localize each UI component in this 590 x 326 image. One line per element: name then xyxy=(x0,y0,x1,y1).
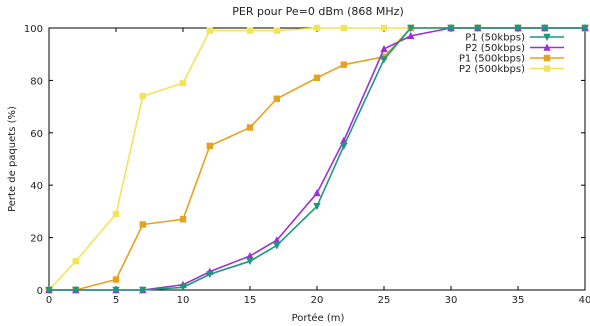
data-point xyxy=(581,24,589,32)
data-point xyxy=(179,284,187,292)
data-point xyxy=(273,242,281,250)
data-point xyxy=(206,271,214,279)
legend-item: P2 (50kbps) xyxy=(465,43,564,54)
chart-title: PER pour Pe=0 dBm (868 MHz) xyxy=(232,5,404,18)
data-point xyxy=(206,142,213,150)
x-axis-title: Portée (m) xyxy=(292,312,345,324)
y-tick-label: 0 xyxy=(37,286,43,297)
data-point xyxy=(474,24,482,32)
data-point xyxy=(313,202,321,211)
data-point xyxy=(541,24,549,32)
x-tick-label: 15 xyxy=(244,295,257,306)
data-point xyxy=(447,24,455,32)
data-point xyxy=(407,24,415,32)
data-point xyxy=(112,286,120,294)
data-point xyxy=(179,79,187,87)
data-point xyxy=(72,286,80,294)
data-point xyxy=(380,24,388,32)
y-tick-label: 40 xyxy=(30,181,43,192)
data-point xyxy=(246,27,254,34)
data-point xyxy=(112,276,120,283)
data-point xyxy=(246,251,254,260)
x-tick-label: 30 xyxy=(445,295,458,306)
data-point xyxy=(313,24,321,32)
data-point xyxy=(206,27,213,34)
data-point xyxy=(45,286,53,294)
data-point xyxy=(380,56,388,64)
y-tick-label: 80 xyxy=(30,76,43,87)
x-tick-label: 40 xyxy=(579,295,590,306)
x-tick-label: 0 xyxy=(46,295,52,306)
legend-label: P1 (50kbps) xyxy=(465,33,525,44)
legend-swatch-marker xyxy=(543,33,551,41)
x-tick-label: 10 xyxy=(177,295,190,306)
data-point xyxy=(246,257,254,266)
y-tick-label: 60 xyxy=(30,129,43,140)
data-point xyxy=(139,221,146,228)
x-tick-label: 35 xyxy=(512,295,525,306)
data-point xyxy=(139,92,146,100)
data-point xyxy=(273,236,281,244)
legend-item: P1 (500kbps) xyxy=(459,54,564,65)
legend-item: P2 (500kbps) xyxy=(459,64,564,75)
legend-label: P2 (500kbps) xyxy=(459,64,525,75)
x-tick-label: 25 xyxy=(378,295,391,306)
data-point xyxy=(380,44,388,53)
data-point xyxy=(514,24,522,32)
x-tick-label: 20 xyxy=(311,295,324,306)
legend-item: P1 (50kbps) xyxy=(465,33,564,44)
data-point xyxy=(246,124,254,131)
x-tick-label: 5 xyxy=(113,295,119,306)
series-layer xyxy=(45,24,589,294)
data-point xyxy=(273,95,280,102)
data-point xyxy=(407,31,415,40)
data-point xyxy=(139,286,147,294)
legend-label: P1 (500kbps) xyxy=(459,54,525,65)
data-point xyxy=(340,24,347,32)
legend-label: P2 (50kbps) xyxy=(465,43,525,54)
data-point xyxy=(313,189,321,197)
legend: P1 (50kbps)P2 (50kbps)P1 (500kbps)P2 (50… xyxy=(459,33,564,75)
y-axis-title: Perte de paquets (%) xyxy=(7,106,18,212)
series-1 xyxy=(45,24,589,294)
legend-swatch-marker xyxy=(543,65,551,72)
data-point xyxy=(179,216,187,223)
data-point xyxy=(313,74,321,81)
legend-swatch-marker xyxy=(543,54,551,62)
data-point xyxy=(112,210,120,218)
y-tick-label: 20 xyxy=(30,234,43,245)
data-point xyxy=(72,257,79,265)
y-tick-label: 100 xyxy=(24,24,43,35)
legend-swatch-marker xyxy=(543,43,551,51)
data-point xyxy=(340,142,348,150)
data-point xyxy=(340,61,347,68)
data-point xyxy=(273,27,280,34)
